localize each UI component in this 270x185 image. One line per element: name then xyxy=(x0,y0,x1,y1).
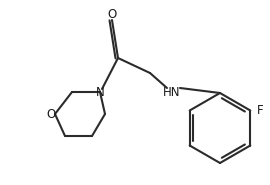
Text: O: O xyxy=(46,107,56,120)
Text: N: N xyxy=(96,85,104,98)
Text: HN: HN xyxy=(163,85,181,98)
Text: F: F xyxy=(257,104,264,117)
Text: O: O xyxy=(107,9,117,21)
